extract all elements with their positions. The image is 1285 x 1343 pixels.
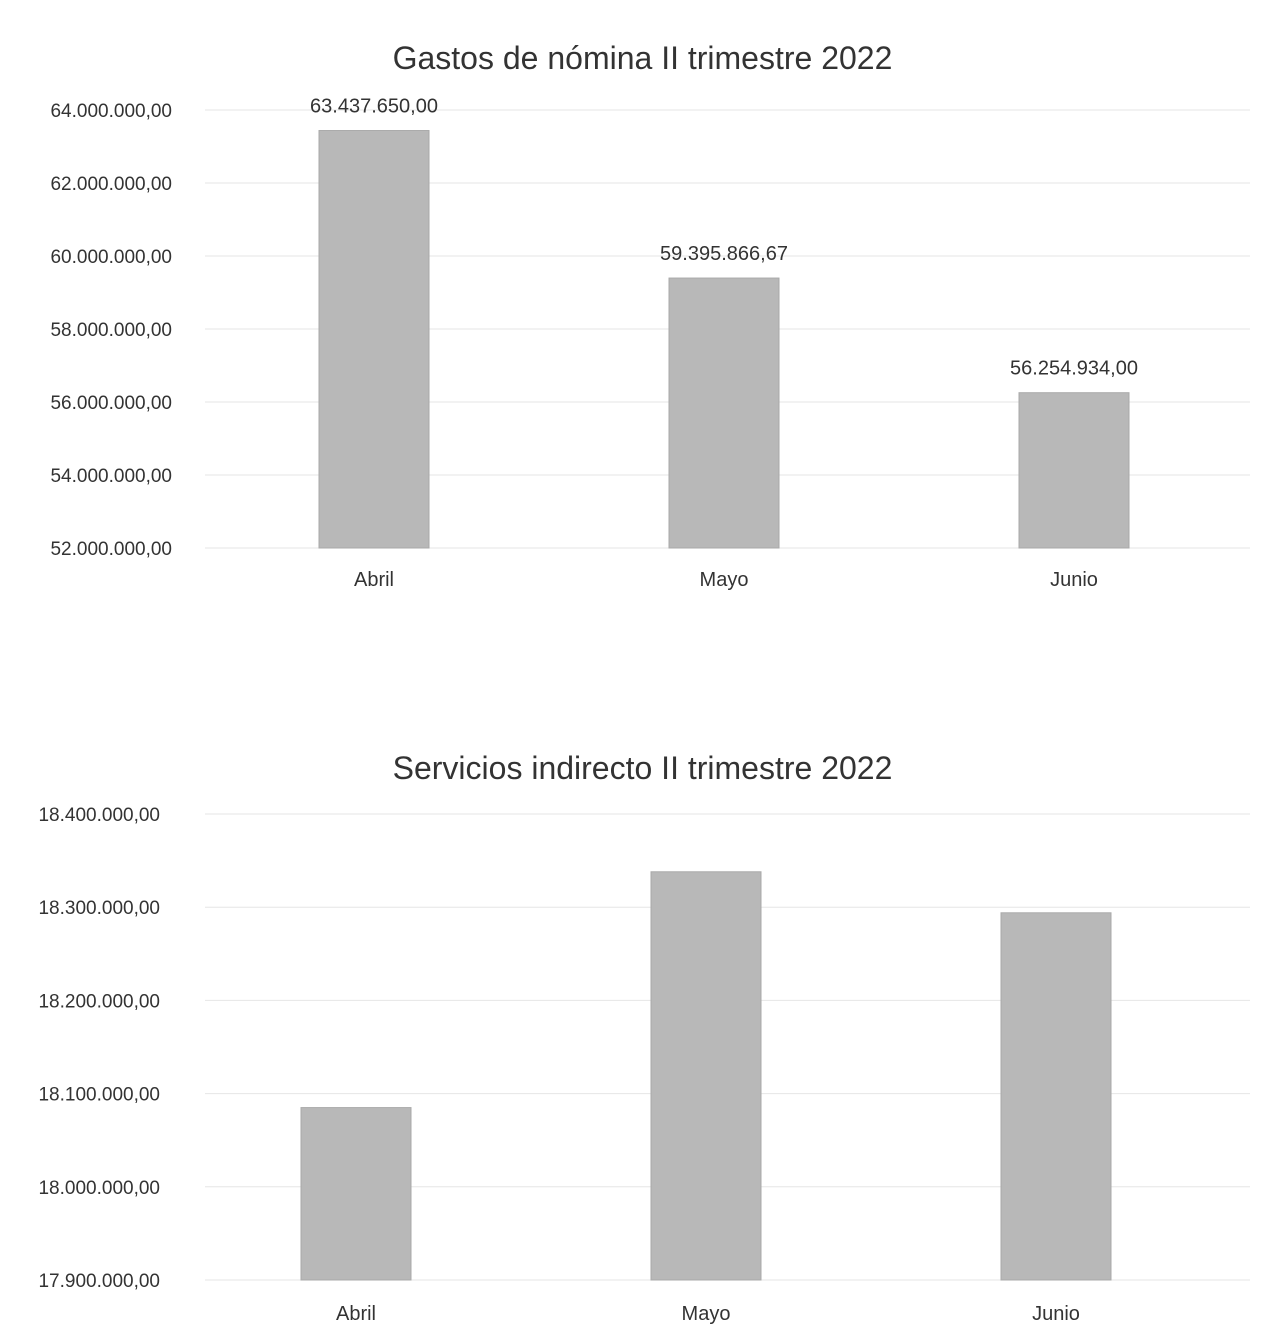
x-category-label: Abril <box>354 569 394 591</box>
bar-mayo <box>650 871 762 1281</box>
plot-area: 17.900.000,00 18.000.000,00 18.100.000,00 1… <box>38 805 1250 1325</box>
y-tick-label: 60.000.000,00 <box>50 247 172 268</box>
x-category-label: Junio <box>1050 569 1098 591</box>
y-tick-label: 54.000.000,00 <box>50 466 172 487</box>
chart-title: Servicios indirecto II trimestre 2022 <box>392 750 893 786</box>
x-category-label: Junio <box>1032 1303 1080 1325</box>
y-tick-label: 58.000.000,00 <box>50 320 172 341</box>
chart-title: Gastos de nómina II trimestre 2022 <box>392 40 893 76</box>
y-tick-label: 18.200.000,00 <box>38 991 160 1012</box>
x-category-label: Abril <box>336 1303 376 1325</box>
y-tick-label: 62.000.000,00 <box>50 174 172 195</box>
data-label: 63.437.650,00 <box>310 96 438 118</box>
bar-abril <box>318 130 430 549</box>
x-category-label: Mayo <box>700 569 749 591</box>
bar-abril <box>300 1107 412 1281</box>
y-tick-label: 52.000.000,00 <box>50 539 172 560</box>
chart-gastos-nomina: Gastos de nómina II trimestre 2022 52.00… <box>0 0 1285 620</box>
y-tick-label: 17.900.000,00 <box>38 1271 160 1292</box>
y-tick-label: 56.000.000,00 <box>50 393 172 414</box>
bar-junio <box>1018 392 1130 549</box>
data-label: 56.254.934,00 <box>1010 358 1138 380</box>
y-tick-label: 64.000.000,00 <box>50 101 172 122</box>
y-tick-label: 18.400.000,00 <box>38 805 160 826</box>
y-tick-label: 18.300.000,00 <box>38 898 160 919</box>
data-label: 59.395.866,67 <box>660 243 788 265</box>
y-tick-label: 18.000.000,00 <box>38 1178 160 1199</box>
x-category-label: Mayo <box>682 1303 731 1325</box>
y-tick-label: 18.100.000,00 <box>38 1085 160 1106</box>
chart-servicios-indirecto: Servicios indirecto II trimestre 2022 17… <box>0 710 1285 1343</box>
bar-junio <box>1000 912 1112 1281</box>
bar-mayo <box>668 277 780 549</box>
plot-area: 52.000.000,00 54.000.000,00 56.000.000,00 5… <box>50 96 1250 591</box>
